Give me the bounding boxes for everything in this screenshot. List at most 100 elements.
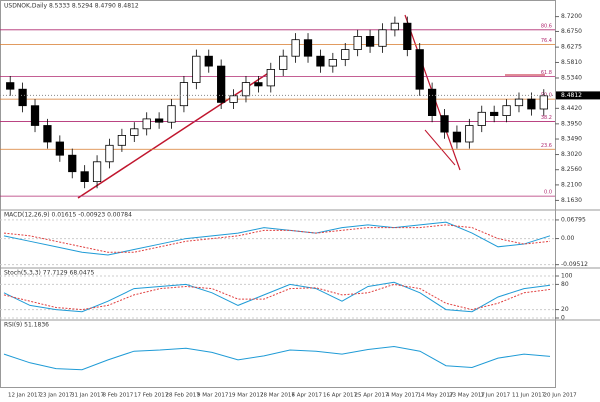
candle-body (167, 105, 176, 123)
candle-body (229, 95, 238, 103)
candle-body (365, 36, 375, 47)
candle-body (192, 55, 201, 84)
candle-body (217, 65, 226, 103)
y-tick-label: 8.6750 (561, 28, 582, 35)
candle-body (55, 141, 64, 156)
candle-body (105, 144, 114, 163)
x-tick-label: 12 Jan 2017 (8, 393, 41, 399)
y-tick-label: 80 (561, 281, 569, 288)
candle-body (328, 59, 337, 67)
candle-body (68, 154, 77, 173)
y-tick-label: 0 (561, 315, 565, 322)
candle-body (80, 171, 89, 182)
indicator-line (3, 221, 551, 256)
candle-body (154, 118, 164, 123)
candle-body (6, 82, 15, 90)
x-tick-label: 25 Apr 2017 (355, 393, 390, 399)
candle-body (43, 125, 52, 143)
candle-body (30, 105, 40, 126)
candle-body (279, 55, 288, 70)
y-tick-label: 8.6275 (561, 44, 582, 51)
plot-frame (0, 0, 556, 388)
panel-title: Stoch(5,3,3) 77.7129 68.0475 (4, 270, 95, 277)
candle-body (378, 29, 387, 47)
panel-title: RSI(9) 51.1836 (4, 322, 49, 329)
candle-body (303, 39, 313, 57)
y-tick-label: 8.5810 (561, 59, 582, 66)
fib-label: 76.4 (541, 38, 552, 44)
x-tick-label: 23 May 2017 (449, 393, 485, 399)
candle-body (341, 49, 350, 60)
x-tick-label: 4 May 2017 (386, 393, 419, 399)
x-tick-label: 17 Feb 2017 (134, 393, 169, 399)
candle-body (477, 111, 486, 126)
x-tick-label: 11 Jun 2017 (512, 393, 546, 399)
y-tick-label: 8.3490 (561, 136, 582, 143)
candle-body (142, 118, 151, 130)
candle-body (316, 55, 325, 67)
x-tick-label: 1 Jun 2017 (481, 393, 511, 399)
trend-line (77, 71, 271, 199)
fib-label: 23.6 (541, 143, 552, 149)
candle-body (514, 98, 524, 107)
candle-body (179, 82, 189, 107)
y-tick-label: 8.4420 (561, 105, 582, 112)
fib-label: 61.8 (541, 70, 552, 76)
candle-body (539, 95, 548, 110)
x-tick-label: 28 Feb 2017 (166, 393, 201, 399)
fib-label: 0.0 (544, 190, 552, 196)
indicator-line (3, 283, 551, 311)
y-tick-label: 0.00 (561, 235, 575, 242)
candle-body (353, 36, 362, 51)
candle-body (527, 98, 536, 110)
candle-body (130, 128, 139, 136)
x-tick-label: 23 Jan 2017 (40, 393, 73, 399)
candle-body (415, 49, 424, 90)
fib-label: 38.2 (541, 115, 552, 121)
x-tick-label: 28 Mar 2017 (260, 393, 295, 399)
candle-body (440, 115, 449, 133)
y-tick-label: 8.7200 (561, 13, 582, 20)
x-tick-label: 8 Feb 2017 (103, 393, 134, 399)
candle-body (291, 39, 300, 57)
y-tick-label: 8.2100 (561, 181, 582, 188)
y-tick-label: 8.1630 (561, 197, 582, 204)
candle-body (403, 22, 412, 51)
indicator-line (3, 346, 551, 371)
x-tick-label: 9 Mar 2017 (197, 393, 229, 399)
y-tick-label: 8.2560 (561, 166, 582, 173)
candle-body (254, 82, 263, 87)
chart-title: USDNOK,Daily 8.5333 8.5294 8.4790 8.4812 (4, 3, 139, 10)
panel-title: MACD(12,26,9) 0.01615 -0.00923 0.00784 (4, 212, 132, 219)
y-tick-label: 8.5340 (561, 74, 582, 81)
fib-label: 80.6 (541, 23, 552, 29)
candle-body (241, 82, 251, 97)
x-tick-label: 19 Mar 2017 (229, 393, 264, 399)
y-tick-label: -0.09512 (561, 261, 588, 268)
candle-body (490, 111, 499, 117)
last-price-box (556, 91, 600, 100)
indicator-line (3, 281, 551, 313)
y-tick-label: 0.06795 (561, 216, 586, 223)
candle-body (204, 55, 213, 67)
candle-body (18, 88, 27, 107)
x-tick-label: 16 Apr 2017 (323, 393, 358, 399)
x-tick-label: 31 Jan 2017 (71, 393, 104, 399)
x-tick-label: 14 May 2017 (418, 393, 454, 399)
candle-body (452, 131, 462, 143)
candle-body (465, 125, 474, 143)
candle-body (117, 134, 127, 146)
candle-body (502, 105, 511, 116)
x-tick-label: 6 Apr 2017 (292, 393, 323, 399)
trend-line (424, 129, 456, 166)
y-tick-label: 100 (561, 273, 573, 280)
last-price-label: 8.4812 (561, 92, 582, 99)
y-tick-label: 8.3950 (561, 120, 582, 127)
x-tick-label: 20 Jun 2017 (544, 393, 578, 399)
y-tick-label: 8.3020 (561, 151, 582, 158)
y-tick-label: 20 (561, 306, 569, 313)
candle-body (390, 22, 400, 31)
indicator-line (3, 224, 551, 253)
candle-body (266, 69, 275, 87)
